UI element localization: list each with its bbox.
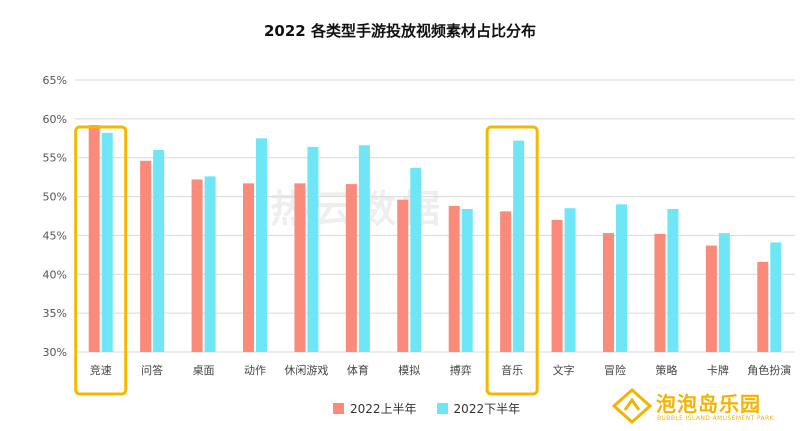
x-tick-label: 音乐 (501, 363, 523, 377)
bar-h2-3 (256, 138, 267, 352)
bar-h2-13 (770, 242, 782, 352)
bar-h2-8 (513, 140, 525, 352)
bar-h1-12 (705, 245, 717, 352)
highlight-box (74, 125, 128, 396)
x-tick-label: 动作 (244, 364, 266, 377)
x-tick-label: 模拟 (398, 363, 420, 377)
legend: 2022上半年 2022下半年 (333, 400, 520, 416)
legend-swatch-h1 (333, 402, 344, 414)
y-tick-label: 60% (43, 113, 67, 126)
y-tick-label: 65% (43, 74, 67, 87)
x-tick-label: 休闲游戏 (284, 363, 328, 377)
logo-name: 泡泡岛乐园 (656, 392, 761, 416)
bar-h1-3 (243, 183, 254, 352)
bar-h2-5 (358, 145, 370, 352)
x-tick-label: 文字 (553, 363, 575, 377)
bar-h2-4 (307, 146, 319, 352)
bar-h1-6 (397, 199, 409, 352)
x-tick-label: 体育 (347, 363, 369, 377)
legend-label-h1: 2022上半年 (350, 401, 417, 416)
legend-label-h2: 2022下半年 (453, 401, 521, 416)
bar-h1-0 (88, 125, 100, 353)
bar-h1-8 (500, 211, 512, 352)
x-tick-label: 搏弈 (450, 363, 472, 377)
bar-h2-7 (461, 209, 473, 352)
bar-h2-11 (667, 209, 679, 352)
bar-h1-10 (603, 233, 614, 352)
chart-title: 2022 各类型手游投放视频素材占比分布 (264, 22, 536, 40)
bar-h2-10 (616, 204, 627, 352)
bar-h2-1 (153, 149, 165, 352)
x-tick-label: 竞速 (90, 363, 112, 377)
y-tick-label: 55% (43, 152, 67, 165)
x-tick-label: 冒险 (604, 363, 626, 377)
x-tick-label: 角色扮演 (747, 363, 791, 377)
legend-swatch-h2 (436, 402, 448, 414)
highlight-box (485, 125, 539, 396)
bar-h2-6 (410, 167, 422, 352)
y-tick-label: 30% (43, 346, 67, 359)
y-tick-label: 35% (43, 307, 67, 320)
x-tick-label: 卡牌 (707, 363, 729, 377)
logo-icon (612, 388, 652, 424)
bar-h1-9 (551, 219, 563, 352)
bar-h2-2 (204, 176, 216, 352)
bar-h1-4 (294, 183, 306, 352)
y-tick-label: 40% (43, 268, 67, 281)
bar-h1-1 (140, 160, 152, 352)
bar-h1-2 (191, 179, 203, 352)
x-tick-label: 问答 (141, 363, 163, 377)
brand-logo: 泡泡岛乐园 BUBBLE ISLAND AMUSEMENT PARK (612, 388, 792, 426)
y-tick-label: 50% (43, 191, 67, 204)
legend-item-h2: 2022下半年 (436, 400, 521, 417)
bar-h2-12 (718, 233, 730, 352)
x-tick-label: 桌面 (193, 364, 215, 377)
bar-h1-11 (654, 233, 666, 352)
y-tick-label: 45% (43, 229, 67, 242)
bar-h1-7 (448, 205, 460, 352)
logo-subtitle: BUBBLE ISLAND AMUSEMENT PARK (657, 415, 774, 422)
bar-h1-13 (757, 261, 769, 352)
x-tick-label: 策略 (655, 363, 677, 377)
bar-h2-0 (101, 132, 113, 352)
bar-h1-5 (345, 184, 357, 352)
bar-h2-9 (564, 208, 576, 352)
legend-item-h1: 2022上半年 (333, 400, 417, 417)
